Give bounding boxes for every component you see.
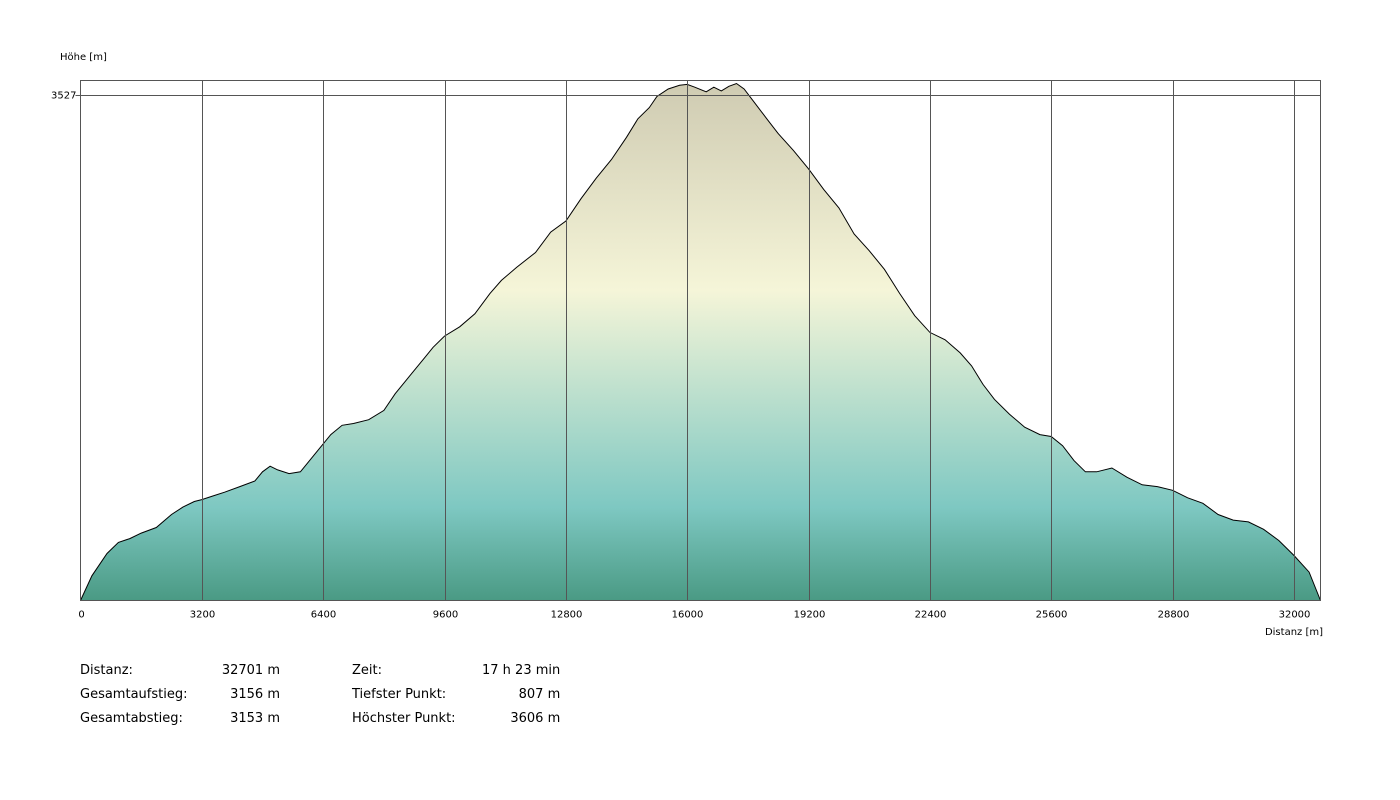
distanz-label: Distanz: (80, 662, 133, 678)
x-tick-label: 32000 (1279, 610, 1311, 621)
x-tick-label: 0 (78, 610, 84, 621)
x-tick-label: 28800 (1158, 610, 1190, 621)
tiefster-label: Tiefster Punkt: (352, 686, 447, 702)
y-axis-label: Höhe [m] (60, 52, 107, 63)
plot-frame (80, 80, 1321, 601)
stats-row: Gesamtabstieg: 3153 m Höchster Punkt: 36… (80, 706, 560, 730)
x-tick-label: 12800 (551, 610, 583, 621)
stats-row: Gesamtaufstieg: 3156 m Tiefster Punkt: 8… (80, 682, 560, 706)
distanz-value: 32701 m (221, 662, 280, 678)
x-tick-label: 9600 (433, 610, 458, 621)
zeit-label: Zeit: (352, 662, 382, 678)
x-axis-label: Distanz [m] (1265, 627, 1323, 638)
x-tick-label: 3200 (190, 610, 215, 621)
hoechster-value: 3606 m (510, 710, 561, 726)
abstieg-value: 3153 m (230, 710, 280, 726)
x-tick-label: 16000 (672, 610, 704, 621)
hoechster-label: Höchster Punkt: (352, 710, 456, 726)
x-tick-label: 6400 (311, 610, 336, 621)
x-tick-label: 19200 (794, 610, 826, 621)
abstieg-label: Gesamtabstieg: (80, 710, 183, 726)
route-stats: Distanz: 32701 m Zeit: 17 h 23 min Gesam… (80, 658, 560, 730)
x-tick-label: 25600 (1036, 610, 1068, 621)
aufstieg-value: 3156 m (230, 686, 280, 702)
elevation-area (80, 83, 1321, 601)
x-tick-label: 22400 (915, 610, 947, 621)
y-tick-label: 3527 (51, 91, 76, 102)
zeit-value: 17 h 23 min (482, 662, 561, 678)
tiefster-value: 807 m (518, 686, 561, 702)
aufstieg-label: Gesamtaufstieg: (80, 686, 188, 702)
stats-row: Distanz: 32701 m Zeit: 17 h 23 min (80, 658, 560, 682)
elevation-profile-chart: 0 3200 6400 9600 12800 16000 19200 22400 25600 28… (51, 52, 1323, 638)
